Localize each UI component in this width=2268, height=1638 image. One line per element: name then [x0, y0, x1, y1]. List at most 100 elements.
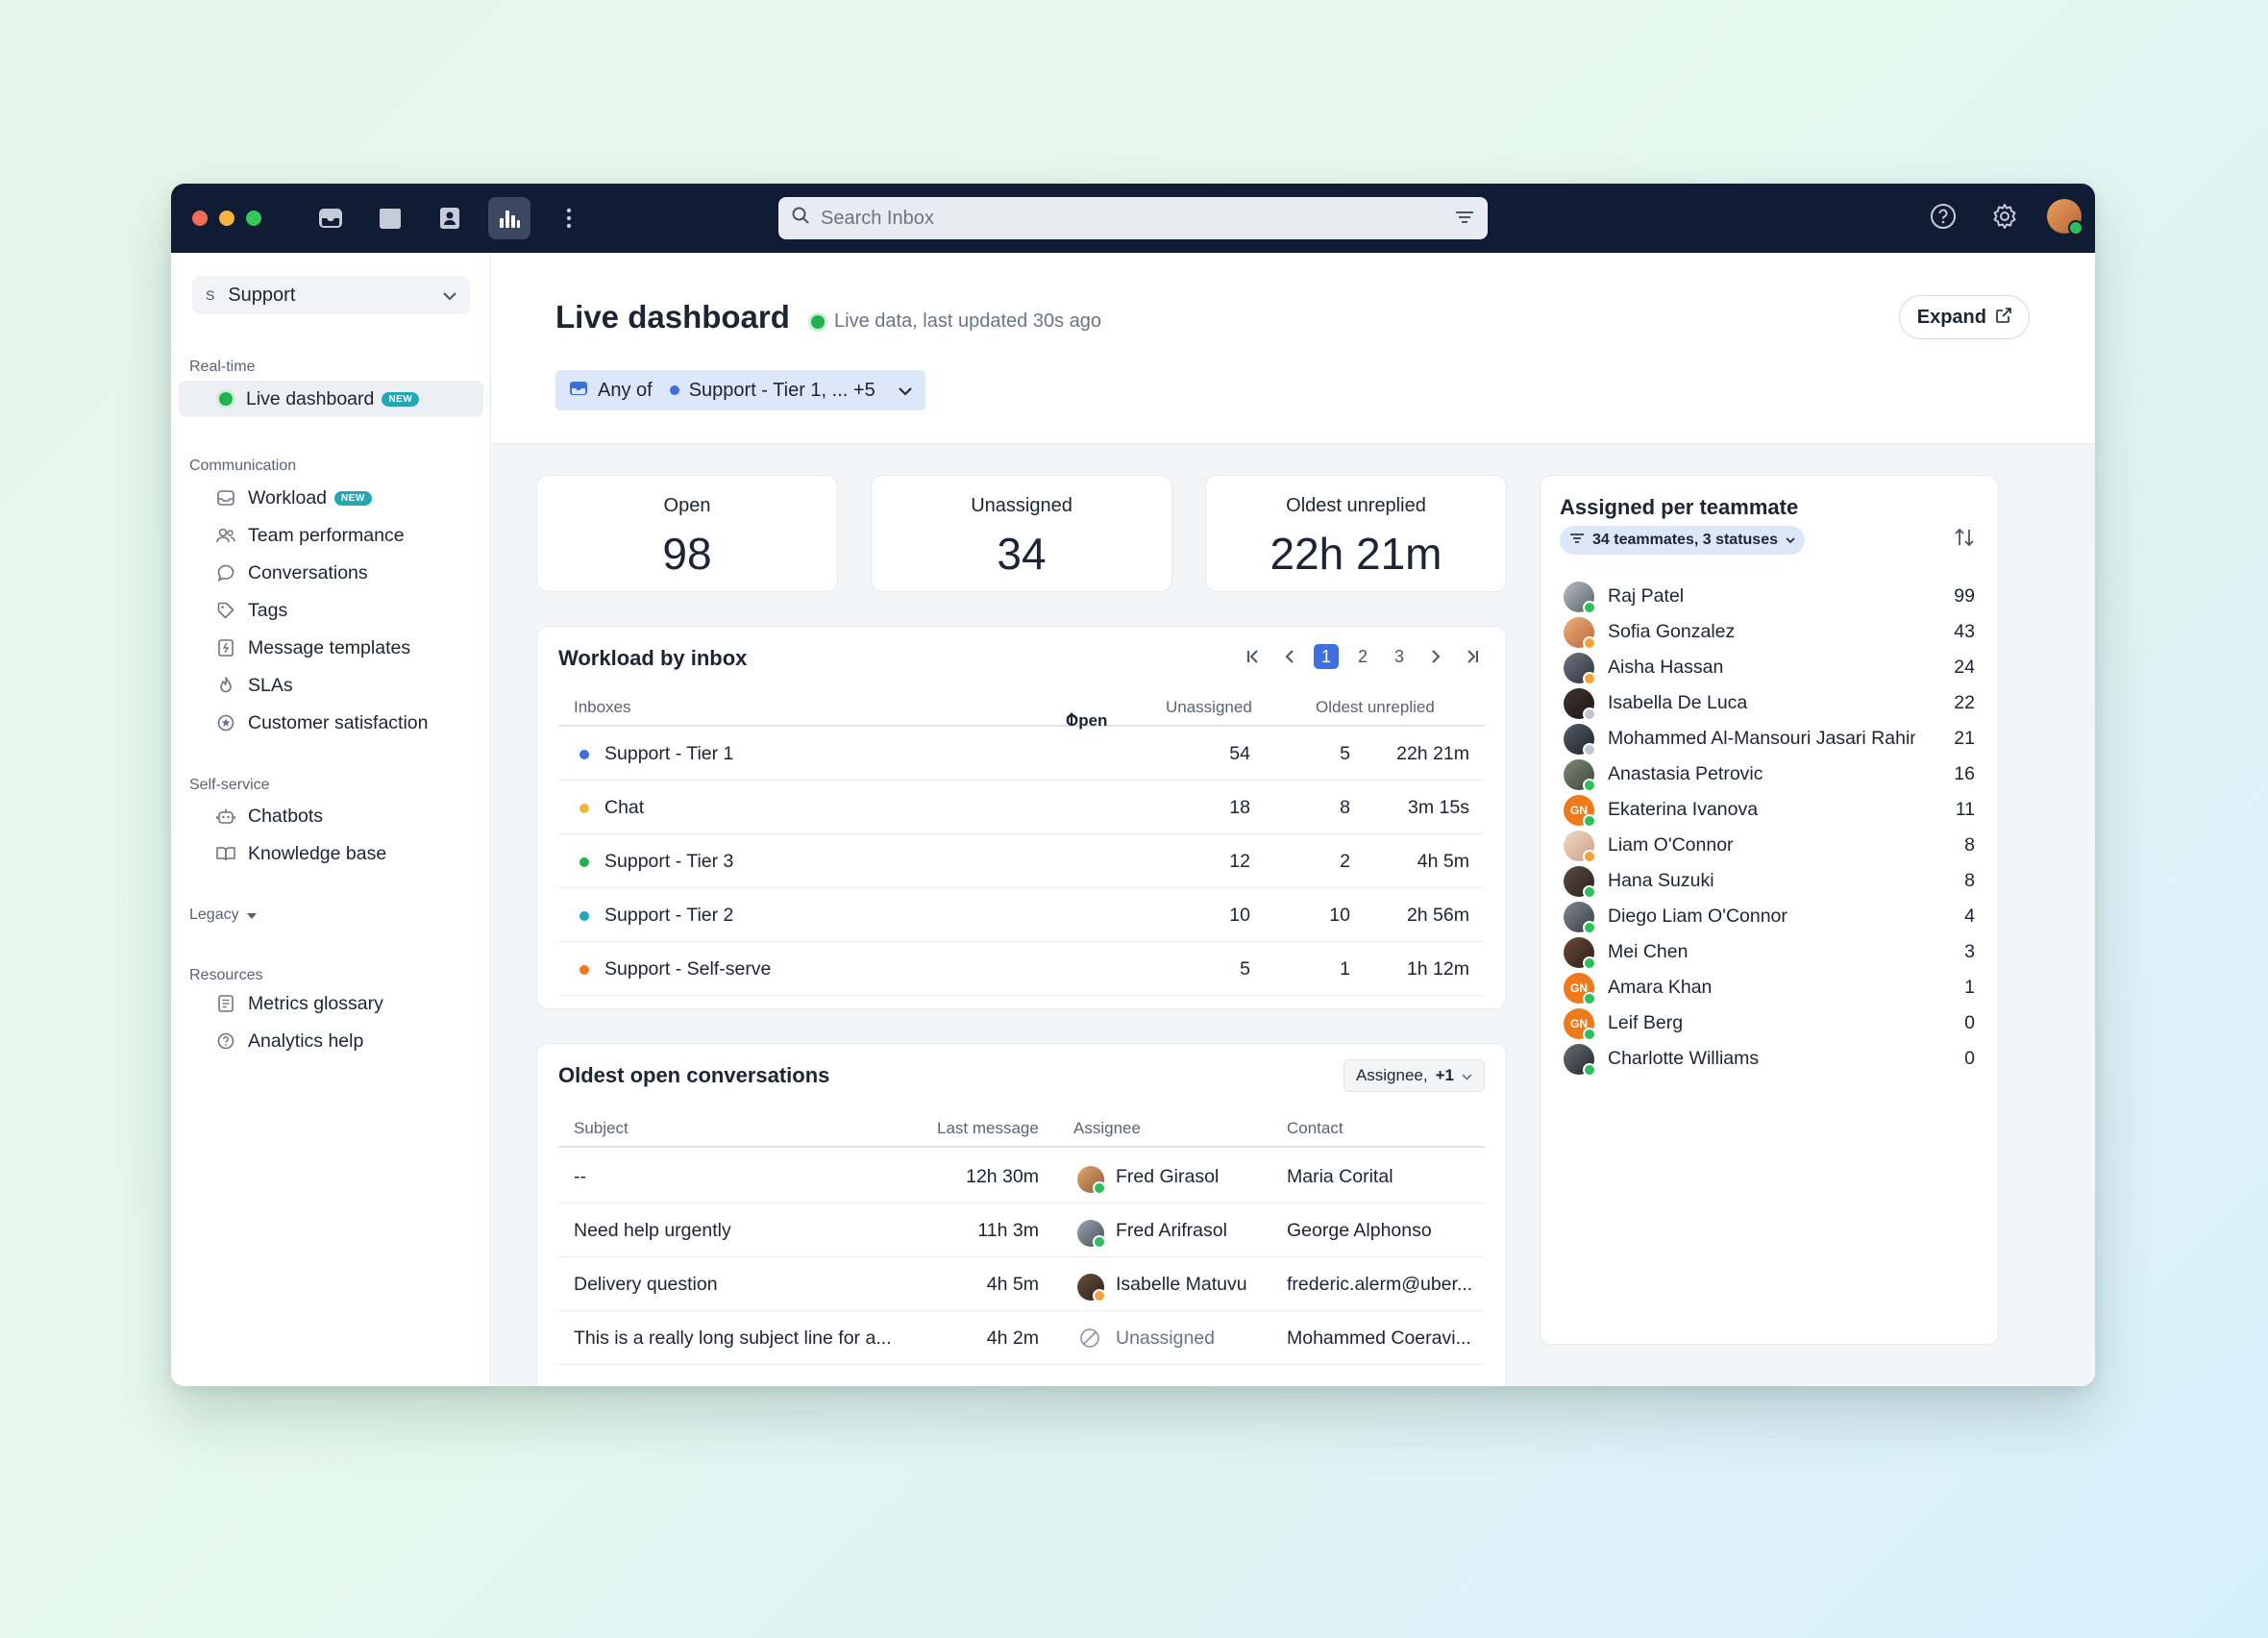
- assignee-filter[interactable]: Assignee, +1: [1343, 1059, 1485, 1092]
- inbox-color-dot: [579, 804, 589, 813]
- column-header-oldest-unreplied[interactable]: Oldest unreplied: [1316, 698, 1435, 716]
- last-message-time: 12h 30m: [966, 1166, 1039, 1187]
- sidebar-item-live-dashboard[interactable]: Live dashboard NEW: [179, 381, 483, 417]
- user-avatar[interactable]: [2047, 199, 2083, 236]
- top-right-actions: [1924, 197, 2083, 236]
- column-header-last-message[interactable]: Last message: [937, 1119, 1039, 1137]
- help-icon[interactable]: [1924, 197, 1962, 236]
- teammates-filter[interactable]: 34 teammates, 3 statuses: [1560, 526, 1805, 555]
- search-bar[interactable]: Search Inbox: [778, 197, 1488, 239]
- teammate-name: Hana Suzuki: [1608, 870, 1714, 891]
- inbox-name: Support - Tier 2: [604, 905, 734, 926]
- page-1-button[interactable]: 1: [1314, 644, 1339, 669]
- sidebar-item-workload[interactable]: Workload NEW: [179, 480, 483, 516]
- sidebar-item-label: Conversations: [248, 561, 368, 583]
- contact-name: George Alphonso: [1287, 1220, 1432, 1241]
- maximize-window-button[interactable]: [246, 211, 261, 226]
- table-header: Subject Last message Assignee Contact: [558, 1105, 1485, 1148]
- first-page-icon[interactable]: [1241, 644, 1266, 669]
- settings-icon[interactable]: [1985, 197, 2024, 236]
- unassigned-count: 8: [1340, 797, 1350, 818]
- teammate-avatar: [1564, 653, 1596, 685]
- stat-label: Oldest unreplied: [1286, 495, 1426, 516]
- sidebar-item-team-performance[interactable]: Team performance: [179, 517, 483, 554]
- section-legacy[interactable]: Legacy: [189, 906, 257, 924]
- table-row[interactable]: Delivery question 4h 5m Isabelle Matuvu fre…: [558, 1257, 1485, 1311]
- teammate-row[interactable]: Mei Chen 3: [1560, 926, 1975, 980]
- last-message-time: 4h 5m: [986, 1274, 1039, 1295]
- teammate-row[interactable]: Hana Suzuki 8: [1560, 855, 1975, 908]
- stat-value: 34: [997, 529, 1047, 579]
- teammate-row[interactable]: Liam O'Connor 8: [1560, 819, 1975, 873]
- contacts-icon[interactable]: [429, 197, 471, 239]
- sidebar-item-customer-satisfaction[interactable]: Customer satisfaction: [179, 705, 483, 741]
- prev-page-icon[interactable]: [1277, 644, 1302, 669]
- column-header-contact[interactable]: Contact: [1287, 1119, 1344, 1137]
- assignee-filter-label: Assignee,: [1355, 1066, 1428, 1084]
- template-icon: [215, 637, 236, 658]
- table-row[interactable]: Support - Tier 2 10 10 2h 56m: [558, 888, 1485, 942]
- teammate-row[interactable]: GN Leif Berg 0: [1560, 997, 1975, 1051]
- teammate-avatar: [1564, 1044, 1596, 1077]
- sidebar-item-metrics-glossary[interactable]: Metrics glossary: [179, 985, 483, 1022]
- teammate-row[interactable]: Raj Patel 99: [1560, 570, 1975, 624]
- table-row[interactable]: Need help urgently 11h 3m Fred Arifrasol Ge…: [558, 1204, 1485, 1257]
- inbox-filter[interactable]: Any of Support - Tier 1, ... +5: [555, 370, 925, 410]
- table-row[interactable]: -- 12h 30m Fred Girasol Maria Corital: [558, 1150, 1485, 1204]
- teammate-row[interactable]: GN Amara Khan 1: [1560, 961, 1975, 1015]
- filter-icon: [1569, 532, 1585, 549]
- sidebar-item-conversations[interactable]: Conversations: [179, 555, 483, 591]
- minimize-window-button[interactable]: [219, 211, 234, 226]
- last-page-icon[interactable]: [1460, 644, 1485, 669]
- bot-icon: [215, 806, 236, 827]
- pagination: 1 2 3: [1241, 644, 1485, 669]
- sidebar-item-slas[interactable]: SLAs: [179, 667, 483, 704]
- sidebar-item-knowledge-base[interactable]: Knowledge base: [179, 835, 483, 872]
- column-header-unassigned[interactable]: Unassigned: [1166, 698, 1252, 716]
- oldest-unreplied: 4h 5m: [1417, 851, 1469, 872]
- more-icon[interactable]: [548, 197, 590, 239]
- column-header-subject[interactable]: Subject: [574, 1119, 629, 1137]
- stat-value: 98: [662, 529, 712, 579]
- page-2-button[interactable]: 2: [1357, 646, 1368, 666]
- page-header: Live dashboard Live data, last updated 3…: [492, 253, 2095, 444]
- teammate-row[interactable]: Charlotte Williams 0: [1560, 1032, 1975, 1086]
- search-input[interactable]: Search Inbox: [821, 207, 934, 229]
- calendar-icon[interactable]: [369, 197, 411, 239]
- column-header-inboxes[interactable]: Inboxes: [574, 698, 631, 716]
- sidebar-item-message-templates[interactable]: Message templates: [179, 630, 483, 666]
- teammate-count: 3: [1964, 941, 1975, 962]
- sidebar-item-analytics-help[interactable]: Analytics help: [179, 1023, 483, 1059]
- table-row[interactable]: Chat 18 8 3m 15s: [558, 781, 1485, 834]
- teammate-row[interactable]: Isabella De Luca 22: [1560, 677, 1975, 731]
- page-3-button[interactable]: 3: [1393, 646, 1404, 666]
- teammate-row[interactable]: Sofia Gonzalez 43: [1560, 606, 1975, 659]
- teammate-row[interactable]: Aisha Hassan 24: [1560, 641, 1975, 695]
- table-row[interactable]: Support - Self-serve 5 1 1h 12m: [558, 942, 1485, 996]
- column-header-assignee[interactable]: Assignee: [1073, 1119, 1141, 1137]
- table-row[interactable]: Support - Tier 1 54 5 22h 21m: [558, 727, 1485, 781]
- expand-button[interactable]: Expand: [1898, 295, 2030, 339]
- teammate-row[interactable]: Diego Liam O'Connor 4: [1560, 890, 1975, 944]
- teammate-row[interactable]: Anastasia Petrovic 16: [1560, 748, 1975, 802]
- assignee-name: Unassigned: [1116, 1328, 1215, 1349]
- teammate-avatar: [1564, 902, 1596, 934]
- sort-icon[interactable]: [1954, 528, 1975, 552]
- assignee-name: Fred Girasol: [1116, 1166, 1220, 1187]
- inbox-icon[interactable]: [309, 197, 352, 239]
- table-row[interactable]: This is a really long subject line for a…: [558, 1311, 1485, 1365]
- team-selector[interactable]: S Support: [192, 276, 470, 314]
- sidebar-item-chatbots[interactable]: Chatbots: [179, 798, 483, 834]
- close-window-button[interactable]: [192, 211, 208, 226]
- card-title: Assigned per teammate: [1560, 495, 1799, 519]
- filter-icon[interactable]: [1455, 208, 1474, 230]
- filter-value: Support - Tier 1, ... +5: [688, 379, 875, 401]
- analytics-icon[interactable]: [488, 197, 530, 239]
- section-self-service: Self-service: [189, 777, 270, 793]
- stat-card-open: Open 98: [536, 475, 838, 592]
- table-row[interactable]: Support - Tier 3 12 2 4h 5m: [558, 834, 1485, 888]
- teammate-row[interactable]: GN Ekaterina Ivanova 11: [1560, 783, 1975, 837]
- teammate-row[interactable]: Mohammed Al-Mansouri Jasari Rahim 21: [1560, 712, 1975, 766]
- next-page-icon[interactable]: [1423, 644, 1448, 669]
- sidebar-item-tags[interactable]: Tags: [179, 592, 483, 629]
